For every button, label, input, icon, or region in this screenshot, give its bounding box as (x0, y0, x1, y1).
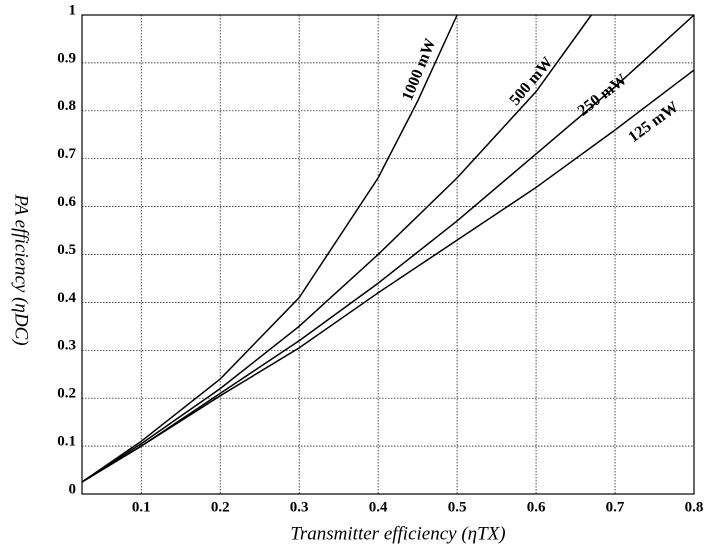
line (81, 69, 695, 483)
y-tick-label: 1 (69, 2, 77, 18)
series-label: 250 mW (575, 71, 631, 120)
y-tick-label: 0.3 (57, 338, 76, 354)
y-tick-label: 0 (69, 481, 77, 497)
y-tick-label: 0.8 (57, 98, 76, 114)
y-tick-label: 0.7 (57, 146, 76, 162)
series-label: 125 mW (625, 99, 681, 146)
line (81, 14, 458, 483)
x-tick-label: 0.4 (369, 499, 388, 515)
y-tick-label: 0.2 (57, 386, 76, 402)
x-tick-label: 0.6 (527, 499, 546, 515)
plot-frame (81, 14, 695, 495)
y-tick-label: 0.9 (57, 50, 76, 66)
x-tick-label: 0.3 (290, 499, 309, 515)
x-tick-label: 0.1 (132, 499, 151, 515)
y-tick-label: 0.5 (57, 242, 76, 258)
series-label: 500 mW (506, 54, 556, 109)
y-tick-label: 0.1 (57, 434, 76, 450)
x-tick-label: 0.2 (211, 499, 230, 515)
series-label: 1000 mW (399, 36, 439, 103)
y-axis-label: PA efficiency (ηDC) (11, 193, 32, 345)
x-tick-label: 0.7 (606, 499, 625, 515)
x-tick-label: 0.5 (448, 499, 467, 515)
x-tick-label: 0.8 (685, 499, 704, 515)
y-tick-label: 0.4 (57, 290, 76, 306)
x-axis-label: Transmitter efficiency (ηTX) (290, 523, 505, 544)
line (81, 14, 592, 483)
y-tick-label: 0.6 (57, 194, 76, 210)
